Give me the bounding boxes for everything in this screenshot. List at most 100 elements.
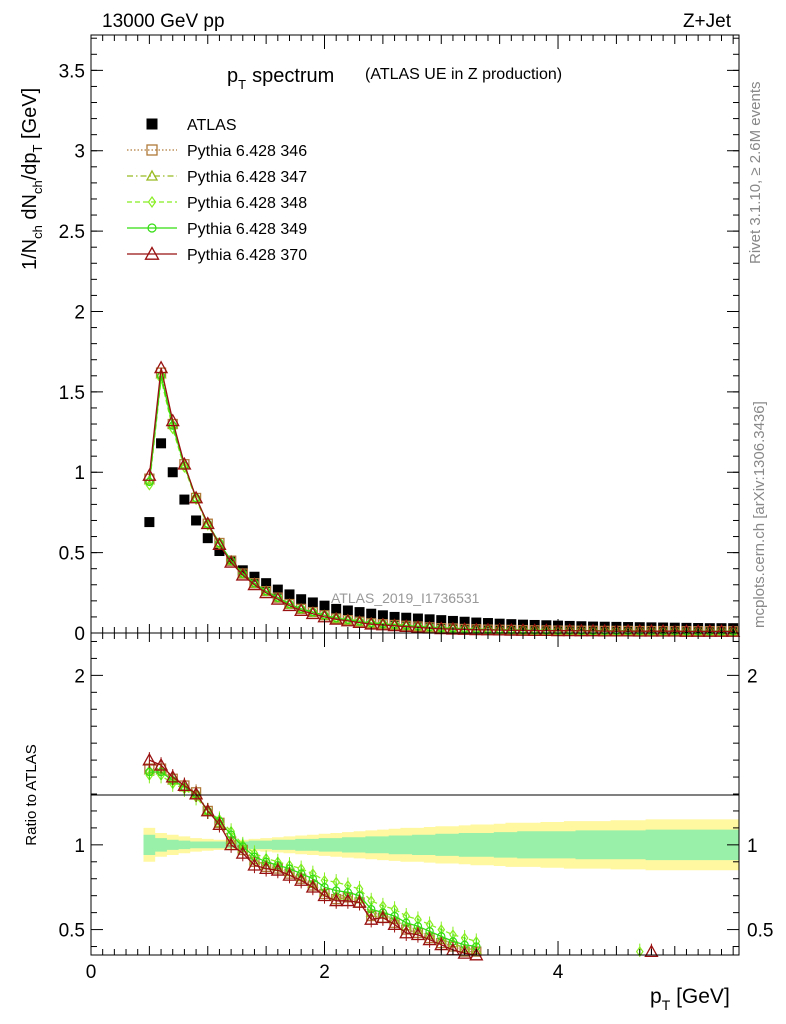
- legend-label-4: Pythia 6.428 349: [187, 221, 307, 238]
- ratio-point-4-27: [457, 945, 472, 959]
- main-point-0-4: [191, 515, 202, 526]
- main-point-0-6: [214, 546, 225, 557]
- main-point-0-5: [202, 533, 213, 544]
- main-point-0-0: [144, 517, 155, 528]
- main-point-0-10: [261, 578, 272, 589]
- ratio-point-4-24: [422, 932, 437, 946]
- main-point-0-11: [272, 584, 283, 595]
- ylabel-part-g: [GeV]: [19, 88, 41, 145]
- ratio-point-4-43: [644, 944, 659, 958]
- main-point-5-6: [212, 537, 227, 551]
- analysis-watermark: ATLAS_2019_I1736531: [331, 590, 480, 606]
- title-main: p: [227, 65, 238, 87]
- legend-marker-2: [145, 169, 159, 181]
- x-axis-label: pT [GeV]: [650, 985, 730, 1013]
- title-rest: spectrum: [252, 65, 334, 87]
- main-point-3-0: [145, 479, 154, 491]
- ylabel-part-d: ch: [30, 180, 45, 194]
- main-point-3-4: [192, 494, 200, 506]
- main-point-0-13: [296, 594, 307, 605]
- legend-label-2: Pythia 6.428 347: [187, 169, 307, 186]
- ratio-ytick-label-r-2: 2: [747, 666, 758, 687]
- ratio-point-4-3: [177, 778, 192, 791]
- main-point-5-13: [294, 603, 309, 616]
- main-point-5-10: [259, 585, 274, 599]
- main-point-0-27: [459, 616, 470, 627]
- xlabel-main: p: [650, 985, 662, 1008]
- main-point-0-23: [412, 613, 423, 624]
- legend-item-2: Pythia 6.428 347: [127, 169, 307, 186]
- ratio-point-4-23: [410, 927, 426, 941]
- main-point-0-24: [424, 614, 435, 625]
- main-point-0-20: [377, 610, 388, 621]
- ratio-point-4-21: [387, 917, 402, 930]
- ratio-series-4: [142, 752, 659, 961]
- title-extra: (ATLAS UE in Z production): [365, 66, 562, 83]
- ratio-ytick-label-r-0: 0.5: [747, 921, 773, 942]
- ratio-ylabel: Ratio to ATLAS: [23, 744, 40, 845]
- legend-item-1: Pythia 6.428 346: [127, 143, 307, 160]
- legend-marker-4: [147, 223, 157, 233]
- main-point-5-12: [282, 598, 297, 612]
- ratio-point-4-17: [340, 893, 355, 907]
- main-point-0-22: [401, 612, 412, 623]
- main-ytick-label-6: 3: [74, 142, 85, 163]
- ratio-point-4-15: [317, 888, 332, 902]
- main-ytick-label-7: 3.5: [59, 61, 85, 82]
- legend: ATLAS Pythia 6.428 346 Pythia 6.428 347 Pyt…: [127, 117, 307, 264]
- legend-marker-3: [147, 195, 157, 209]
- legend-label-0: ATLAS: [187, 117, 237, 134]
- ylabel-part-c: dN: [19, 194, 41, 225]
- main-point-0-21: [389, 611, 400, 622]
- legend-item-4: Pythia 6.428 349: [127, 221, 307, 238]
- main-point-5-11: [270, 591, 285, 605]
- main-point-0-16: [331, 603, 342, 614]
- legend-marker-0: [146, 118, 158, 130]
- ratio-point-4-8: [235, 845, 250, 859]
- legend-label-3: Pythia 6.428 348: [187, 195, 307, 212]
- main-point-5-2: [165, 413, 180, 427]
- title-sub: T: [238, 77, 246, 92]
- ylabel-part-b: ch: [30, 225, 45, 239]
- ratio-band-inner: [143, 829, 739, 861]
- ratio-point-4-6: [212, 817, 227, 830]
- axis-ticks: 00.511.522.533.50.5 0.51 12 20 2 4: [59, 35, 773, 983]
- ratio-uncertainty-bands: [143, 819, 739, 871]
- main-ytick-label-2: 1: [74, 463, 85, 484]
- x-tick-label-0: 0: [86, 962, 97, 983]
- ratio-point-4-12: [282, 868, 297, 881]
- mcplots-label: mcplots.cern.ch [arXiv:1306.3436]: [751, 401, 768, 628]
- main-point-0-14: [307, 597, 318, 608]
- ratio-point-4-20: [375, 910, 390, 924]
- ratio-panel-frame: [90, 632, 740, 956]
- main-point-5-4: [188, 490, 204, 504]
- ratio-point-3-0: [145, 767, 154, 777]
- main-point-0-26: [447, 615, 458, 626]
- main-point-0-18: [354, 607, 365, 618]
- main-ytick-label-3: 1.5: [59, 383, 85, 404]
- main-point-0-2: [167, 467, 178, 478]
- ratio-point-4-11: [270, 862, 285, 876]
- main-ytick-label-5: 2.5: [59, 222, 85, 243]
- ratio-point-4-14: [305, 879, 320, 893]
- main-point-4-0: [145, 477, 154, 487]
- main-point-0-9: [249, 571, 260, 582]
- ratio-point-4-0: [142, 752, 157, 766]
- ratio-point-4-5: [200, 803, 215, 817]
- ratio-point-4-18: [352, 895, 367, 908]
- legend-item-3: Pythia 6.428 348: [127, 195, 307, 212]
- legend-label-1: Pythia 6.428 346: [187, 143, 307, 160]
- main-point-5-3: [177, 456, 192, 470]
- xlabel-sub: T: [662, 997, 671, 1013]
- main-point-0-12: [284, 589, 295, 600]
- ratio-point-4-10: [259, 861, 274, 875]
- ratio-point-4-13: [294, 873, 309, 886]
- main-point-0-15: [319, 600, 330, 611]
- ratio-ytick-label-l-1: 1: [74, 836, 85, 857]
- ylabel-part-e: /dp: [19, 152, 41, 180]
- main-ytick-label-4: 2: [74, 302, 85, 323]
- legend-item-5: Pythia 6.428 370: [127, 246, 307, 264]
- ratio-point-4-9: [247, 857, 262, 871]
- main-ytick-label-0: 0: [74, 624, 85, 645]
- main-point-5-5: [200, 516, 215, 530]
